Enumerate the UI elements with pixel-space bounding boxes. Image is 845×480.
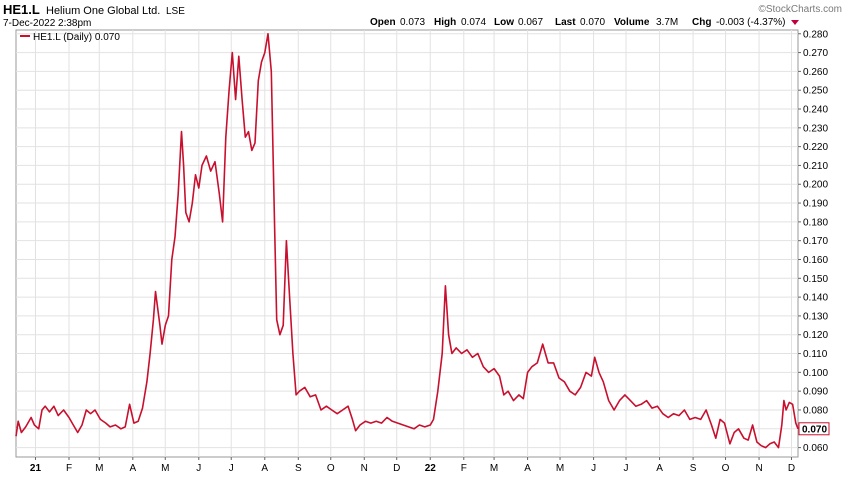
x-tick-label: S: [295, 463, 302, 474]
y-tick-label: 0.180: [803, 217, 828, 228]
volume-label: Volume: [614, 17, 650, 28]
last-value: 0.070: [580, 17, 605, 28]
x-tick-label: F: [66, 463, 72, 474]
x-tick-label: D: [788, 463, 795, 474]
open-label: Open: [370, 17, 396, 28]
y-tick-label: 0.260: [803, 67, 828, 78]
last-label: Last: [555, 17, 576, 28]
y-tick-label: 0.280: [803, 29, 828, 40]
x-tick-label: A: [129, 463, 136, 474]
y-tick-label: 0.080: [803, 405, 828, 416]
x-tick-label: M: [161, 463, 169, 474]
quote-timestamp: 7-Dec-2022 2:38pm: [3, 18, 91, 29]
y-tick-label: 0.220: [803, 142, 828, 153]
quote-summary: Open 0.073 High 0.074 Low 0.067 Last 0.0…: [370, 17, 799, 28]
x-tick-label: J: [591, 463, 596, 474]
watermark: ©StockCharts.com: [758, 4, 842, 15]
legend-label: HE1.L (Daily) 0.070: [33, 32, 120, 43]
y-tick-label: 0.100: [803, 368, 828, 379]
volume-value: 3.7M: [656, 17, 678, 28]
low-label: Low: [494, 17, 514, 28]
x-tick-label: O: [722, 463, 730, 474]
y-tick-label: 0.190: [803, 199, 828, 210]
y-tick-label: 0.210: [803, 161, 828, 172]
x-tick-label: J: [624, 463, 629, 474]
x-tick-label: A: [261, 463, 268, 474]
x-tick-label: 21: [30, 463, 42, 474]
y-tick-label: 0.250: [803, 86, 828, 97]
x-tick-label: N: [755, 463, 762, 474]
high-label: High: [434, 17, 456, 28]
x-tick-label: N: [361, 463, 368, 474]
x-tick-label: S: [690, 463, 697, 474]
exchange-label: LSE: [166, 6, 185, 17]
x-tick-label: J: [196, 463, 201, 474]
y-tick-label: 0.090: [803, 387, 828, 398]
price-line: [15, 33, 799, 449]
x-axis: 21 F M A M J J A S O N D 22 F M A M J J A S O N D: [30, 457, 795, 474]
y-tick-label: 0.170: [803, 236, 828, 247]
x-tick-label: M: [556, 463, 564, 474]
y-tick-label: 0.110: [803, 349, 828, 360]
y-tick-label: 0.120: [803, 330, 828, 341]
y-tick-label: 0.060: [803, 443, 828, 454]
last-price-box: [798, 422, 830, 436]
y-tick-label: 0.150: [803, 274, 828, 285]
low-value: 0.067: [518, 17, 543, 28]
x-tick-label: A: [656, 463, 663, 474]
x-tick-label: M: [490, 463, 498, 474]
ticker-symbol: HE1.L: [3, 2, 40, 17]
x-tick-label: 22: [425, 463, 437, 474]
x-tick-label: F: [461, 463, 467, 474]
grid-lines: [16, 30, 798, 457]
y-tick-label: 0.200: [803, 180, 828, 191]
x-tick-label: D: [393, 463, 400, 474]
y-tick-label: 0.130: [803, 311, 828, 322]
x-tick-label: O: [327, 463, 335, 474]
y-tick-label: 0.140: [803, 293, 828, 304]
last-price-marker: 0.070: [798, 422, 830, 436]
high-value: 0.074: [461, 17, 486, 28]
y-tick-label: 0.160: [803, 255, 828, 266]
x-tick-label: A: [524, 463, 531, 474]
x-tick-label: M: [95, 463, 103, 474]
down-arrow-icon: [791, 20, 799, 25]
chg-label: Chg: [692, 17, 711, 28]
open-value: 0.073: [400, 17, 425, 28]
price-series: [15, 33, 799, 449]
chg-value: -0.003 (-4.37%): [716, 17, 785, 28]
company-name: Helium One Global Ltd.: [46, 5, 160, 17]
last-price-label: 0.070: [802, 424, 827, 435]
y-tick-label: 0.240: [803, 105, 828, 116]
y-axis: 0.060 0.070 0.080 0.090 0.100 0.110 0.120 0.130…: [798, 29, 828, 454]
x-tick-label: J: [229, 463, 234, 474]
y-tick-label: 0.270: [803, 48, 828, 59]
y-tick-label: 0.230: [803, 123, 828, 134]
